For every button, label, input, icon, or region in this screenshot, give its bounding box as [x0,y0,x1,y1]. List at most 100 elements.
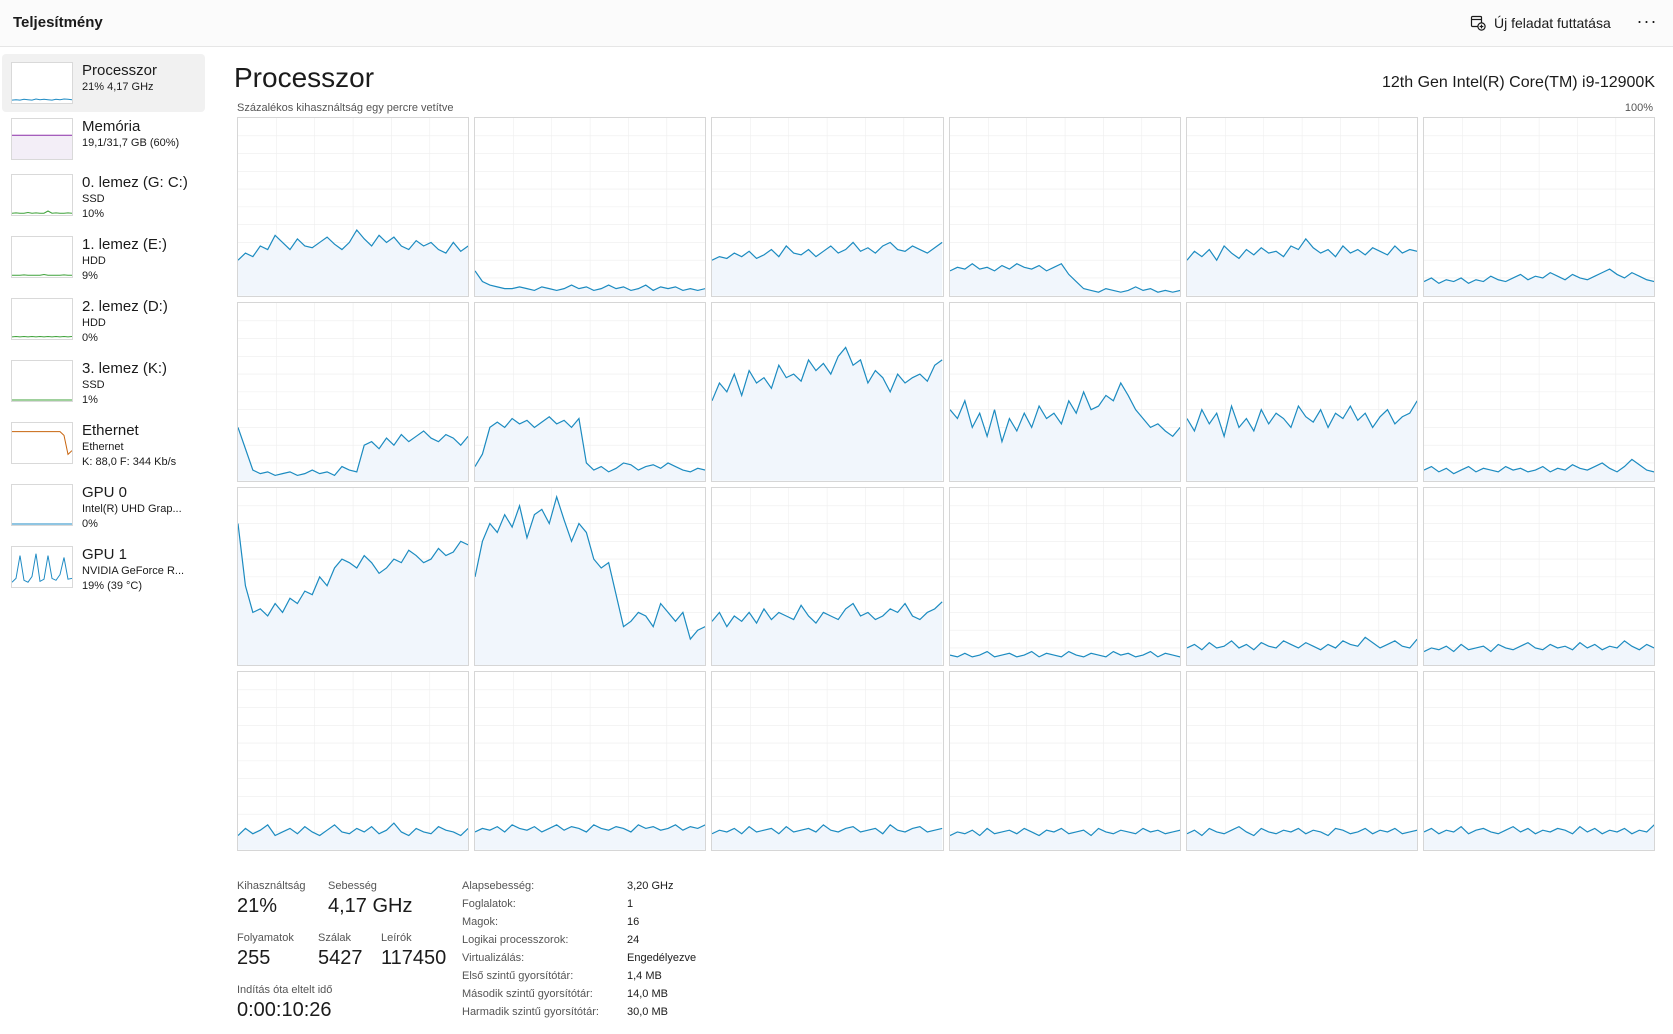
core-usage-line [950,383,1180,442]
disk-0-sparkline [12,210,72,214]
sidebar-item-detail: 9% [82,270,98,282]
run-new-task-label: Új feladat futtatása [1494,15,1611,31]
disk-3-sparkline [12,399,72,401]
core-chart-plot [949,303,1180,481]
sidebar-item-type: HDD [82,255,106,267]
core-usage-line [1187,637,1417,649]
run-new-task-button[interactable]: Új feladat futtatása [1462,9,1619,37]
core-chart-plot [712,303,943,481]
core-chart-plot [1186,672,1417,850]
spec-value: 3,20 GHz [627,880,674,892]
core-usage-line [1187,239,1417,260]
sidebar-item-type: SSD [82,193,105,205]
disk-2-sparkline [12,335,72,338]
core-chart [1185,117,1418,297]
disk-0-thumbnail [11,174,73,216]
core-usage-area [475,496,706,666]
more-options-button[interactable]: ··· [1636,11,1658,31]
core-chart [948,117,1181,297]
handles-label: Leírók [381,932,412,944]
sidebar-item-name: GPU 0 [82,484,128,501]
core-chart [1422,486,1655,667]
sidebar-item-name: GPU 1 [82,546,128,563]
sidebar-item-memory[interactable]: Memória 19,1/31,7 GB (60%) [2,110,205,168]
core-usage-area [949,263,1180,296]
core-usage-area [475,416,706,481]
sidebar-item-detail: 19,1/31,7 GB (60%) [82,137,180,149]
handles-stat: Leírók 117450 [381,932,446,970]
ethernet-sparkline [12,431,72,456]
core-usage-line [712,601,942,626]
disk-1-thumbnail [11,236,73,278]
sidebar-item-name: 0. lemez (G: C:) [82,174,188,191]
speed-value: 4,17 GHz [328,895,413,917]
core-usage-line [1424,640,1654,651]
processes-label: Folyamatok [237,932,294,944]
sidebar-item-type: NVIDIA GeForce R... [82,565,185,577]
sparkline-line [12,553,72,583]
sidebar-item-disk-0[interactable]: 0. lemez (G: C:) SSD 10% [2,166,205,224]
title-bar: Teljesítmény Új feladat futtatása ··· [0,0,1673,47]
threads-value: 5427 [318,947,363,969]
core-usage-line [712,347,942,400]
sidebar-item-gpu-0[interactable]: GPU 0 Intel(R) UHD Grap... 0% [2,476,205,534]
sidebar-item-processor[interactable]: Processzor 21% 4,17 GHz [2,54,205,112]
spec-value: 24 [627,934,640,946]
core-chart-plot [238,118,469,296]
core-usage-area [1186,238,1417,296]
core-chart-plot [238,488,469,666]
memory-thumbnail [11,118,73,160]
spec-value: 16 [627,916,640,928]
sparkline-line [12,210,72,214]
sidebar-item-ethernet[interactable]: Ethernet Ethernet K: 88,0 F: 344 Kb/s [2,414,205,472]
core-usage-line [1424,825,1654,834]
core-usage-area [238,823,469,850]
sidebar-item-type: HDD [82,317,106,329]
spec-value: 14,0 MB [627,988,668,1000]
sidebar-item-disk-2[interactable]: 2. lemez (D:) HDD 0% [2,290,205,348]
sidebar-item-disk-1[interactable]: 1. lemez (E:) HDD 9% [2,228,205,286]
core-usage-area [1423,459,1654,481]
core-usage-line [1187,827,1417,836]
sidebar-item-disk-3[interactable]: 3. lemez (K:) SSD 1% [2,352,205,410]
sparkline-line [12,273,72,276]
speed-label: Sebesség [328,880,377,892]
core-usage-area [712,242,943,296]
sidebar-item-name: 1. lemez (E:) [82,236,168,253]
core-usage-line [950,651,1180,656]
core-chart-plot [1423,118,1654,296]
sidebar-item-type: SSD [82,379,105,391]
core-chart-plot [949,488,1180,666]
processes-value: 255 [237,947,271,969]
spec-key: Második szintű gyorsítótár: [462,988,593,1000]
core-usage-line [238,230,468,260]
sparkline-line [12,98,72,101]
spec-key: Alapsebesség: [462,880,535,892]
core-usage-line [238,523,468,615]
core-usage-area [238,523,469,666]
sidebar-item-detail: K: 88,0 F: 344 Kb/s [82,456,177,468]
core-chart [1185,671,1418,851]
core-chart-plot [1186,488,1417,666]
core-chart [237,301,470,482]
core-usage-line [475,417,705,472]
utilization-value: 21% [237,895,278,917]
core-chart [1185,486,1418,667]
disk-2-thumbnail [11,298,73,340]
handles-value: 117450 [381,947,447,969]
core-chart [1185,301,1418,482]
core-chart [948,671,1181,851]
spec-value: 30,0 MB [627,1006,668,1018]
sidebar-item-type: Ethernet [82,441,124,453]
sidebar-item-gpu-1[interactable]: GPU 1 NVIDIA GeForce R... 19% (39 °C) [2,538,205,596]
new-task-icon [1470,15,1486,31]
spec-key: Virtualizálás: [462,952,525,964]
sidebar-item-detail: 0% [82,332,98,344]
uptime-stat: Indítás óta eltelt idő 0:00:10:26 [237,984,332,1022]
utilization-stat: Kihasználtság 21% [237,880,306,918]
utilization-label: Kihasználtság [237,880,306,892]
core-chart [948,486,1181,667]
core-chart [948,301,1181,482]
core-chart-plot [949,672,1180,850]
core-chart-plot [1423,672,1654,850]
